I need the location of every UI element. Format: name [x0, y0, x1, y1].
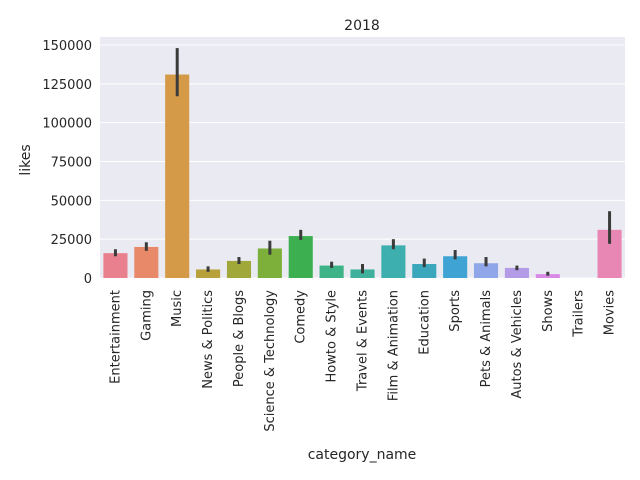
x-tick-labels: Entertainment Gaming Music News & Politics P…	[108, 290, 617, 432]
y-tick-label: 125000	[42, 78, 92, 93]
x-tick-label: Education	[417, 290, 432, 355]
y-axis-label: likes	[18, 144, 34, 175]
x-tick-label: Film & Animation	[386, 290, 401, 401]
x-tick-label: People & Blogs	[232, 290, 247, 387]
bar	[381, 245, 406, 278]
x-tick-label: Gaming	[139, 290, 154, 341]
bar	[535, 274, 560, 278]
x-tick-label: Sports	[448, 290, 463, 332]
y-tick-label: 75000	[51, 156, 92, 171]
x-tick-label: News & Politics	[201, 290, 216, 389]
x-tick-label: Movies	[603, 290, 618, 335]
bar	[103, 253, 128, 278]
bar	[288, 236, 313, 278]
bar	[504, 267, 529, 278]
x-tick-label: Autos & Vehicles	[510, 290, 525, 399]
y-tick-label: 100000	[42, 117, 92, 132]
bar	[319, 265, 344, 278]
x-tick-label: Travel & Events	[356, 290, 371, 392]
x-tick-label: Comedy	[294, 290, 309, 344]
bar	[196, 269, 221, 278]
error-bars	[113, 48, 612, 276]
x-tick-label: Howto & Style	[325, 290, 340, 382]
bar	[226, 260, 252, 278]
chart-title: 2018	[344, 18, 380, 34]
bar	[134, 246, 159, 278]
bar	[443, 256, 468, 278]
bar	[350, 269, 375, 278]
x-tick-label: Science & Technology	[263, 290, 278, 432]
y-tick-labels: 0 25000 50000 75000 100000 125000 150000	[42, 39, 92, 287]
bar	[412, 264, 437, 278]
y-tick-label: 50000	[51, 194, 92, 209]
x-tick-label: Music	[170, 290, 185, 327]
y-tick-label: 25000	[51, 233, 92, 248]
bar	[473, 263, 499, 278]
y-tick-label: 150000	[42, 39, 92, 54]
x-tick-label: Pets & Animals	[479, 290, 494, 388]
bar	[165, 74, 190, 278]
y-tick-label: 0	[84, 272, 92, 287]
x-tick-label: Shows	[541, 290, 556, 332]
x-tick-label: Entertainment	[108, 290, 123, 384]
x-tick-label: Trailers	[572, 290, 587, 338]
x-axis-label: category_name	[308, 447, 417, 463]
